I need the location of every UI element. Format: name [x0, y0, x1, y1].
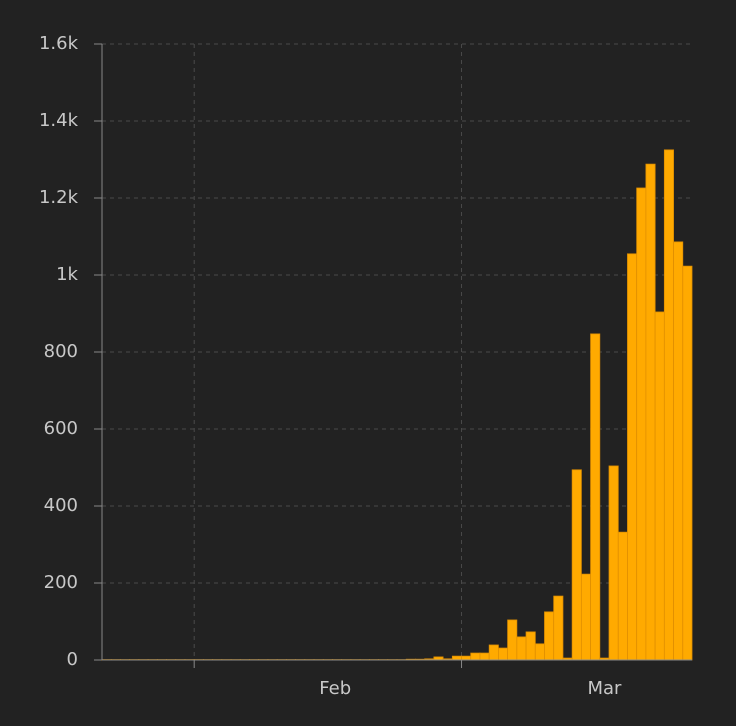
bar — [470, 652, 481, 661]
bar — [534, 643, 545, 661]
x-tick-label: Mar — [587, 678, 622, 699]
bar — [636, 187, 647, 661]
bar — [571, 469, 582, 661]
y-tick-label: 400 — [44, 495, 78, 516]
y-tick-label: 1.4k — [39, 110, 79, 131]
bar — [663, 149, 674, 661]
bar — [461, 655, 472, 661]
bar — [498, 647, 509, 661]
bar — [617, 531, 628, 661]
bar — [451, 655, 462, 661]
bar — [627, 253, 638, 661]
bar — [608, 465, 619, 661]
bar — [525, 631, 536, 661]
y-tick-label: 600 — [44, 418, 78, 439]
y-tick-label: 200 — [44, 572, 78, 593]
x-tick-label: Feb — [319, 678, 351, 699]
y-tick-label: 1.6k — [39, 33, 79, 54]
y-tick-label: 1.2k — [39, 187, 79, 208]
y-tick-label: 800 — [44, 341, 78, 362]
bar — [645, 163, 656, 661]
bar — [654, 311, 665, 661]
y-tick-label: 0 — [67, 649, 78, 670]
bar — [516, 636, 527, 661]
y-tick-label: 1k — [56, 264, 78, 285]
bar — [507, 619, 518, 661]
bar — [544, 611, 555, 661]
bar — [488, 644, 499, 661]
bar — [553, 595, 564, 661]
bar — [590, 333, 601, 661]
bar — [580, 573, 591, 661]
bar — [682, 265, 693, 661]
bar — [479, 652, 490, 661]
bar — [673, 241, 684, 661]
